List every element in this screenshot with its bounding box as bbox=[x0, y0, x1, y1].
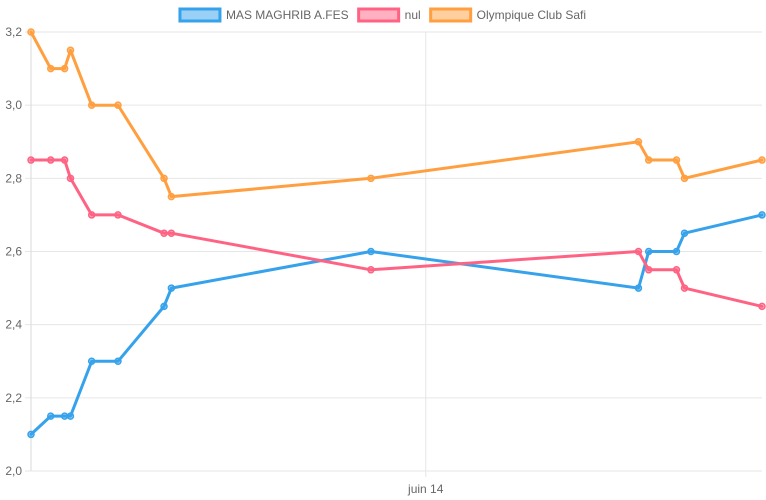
series-1-point[interactable] bbox=[672, 247, 681, 256]
series-3-point[interactable] bbox=[160, 174, 168, 183]
y-tick-label: 2,4 bbox=[5, 318, 22, 332]
legend-swatch[interactable] bbox=[357, 7, 401, 23]
series-2-point[interactable] bbox=[758, 302, 766, 311]
series-1-point[interactable] bbox=[160, 302, 168, 311]
series-3-point[interactable] bbox=[680, 174, 689, 183]
series-3-line bbox=[29, 30, 764, 199]
y-tick-label: 2,2 bbox=[5, 391, 22, 405]
series-1-point[interactable] bbox=[114, 357, 122, 365]
series-1-point[interactable] bbox=[758, 211, 766, 219]
series-2-point[interactable] bbox=[680, 284, 689, 292]
series-3-point[interactable] bbox=[60, 64, 69, 73]
series-1-point[interactable] bbox=[27, 430, 35, 439]
series-3-point[interactable] bbox=[27, 28, 35, 36]
y-tick-label: 2,6 bbox=[5, 245, 22, 259]
series-2-point[interactable] bbox=[160, 229, 168, 237]
series-2-point[interactable] bbox=[46, 156, 55, 164]
series-1-point[interactable] bbox=[46, 412, 55, 420]
series-1-point[interactable] bbox=[634, 284, 643, 292]
series-3-point[interactable] bbox=[644, 156, 653, 164]
series-3-point[interactable] bbox=[114, 101, 122, 109]
series-1-point[interactable] bbox=[680, 229, 689, 237]
y-tick-label: 2,0 bbox=[5, 464, 22, 478]
y-tick-label: 3,2 bbox=[5, 25, 22, 39]
series-2-point[interactable] bbox=[60, 156, 69, 164]
series-1-point[interactable] bbox=[167, 284, 176, 292]
series-1-point[interactable] bbox=[367, 247, 375, 256]
legend-swatch[interactable] bbox=[429, 7, 473, 23]
series-2-point[interactable] bbox=[66, 174, 75, 183]
series-3-point[interactable] bbox=[634, 138, 643, 146]
series-3-point[interactable] bbox=[167, 192, 176, 201]
legend-label[interactable]: Olympique Club Safi bbox=[477, 8, 586, 22]
series-2-point[interactable] bbox=[87, 211, 96, 219]
legend-label[interactable]: MAS MAGHRIB A.FES bbox=[226, 8, 349, 22]
series-3-point[interactable] bbox=[87, 101, 96, 109]
series-2-point[interactable] bbox=[114, 211, 122, 219]
series-3-point[interactable] bbox=[46, 64, 55, 73]
series-1-point[interactable] bbox=[644, 247, 653, 256]
series-1-point[interactable] bbox=[87, 357, 96, 365]
series-2-point[interactable] bbox=[367, 266, 375, 274]
legend-label[interactable]: nul bbox=[405, 8, 421, 22]
series-2-point[interactable] bbox=[634, 247, 643, 256]
series-2-point[interactable] bbox=[27, 156, 35, 164]
series-3-point[interactable] bbox=[672, 156, 681, 164]
series-2-point[interactable] bbox=[644, 266, 653, 274]
legend-swatch[interactable] bbox=[178, 7, 222, 23]
series-2-line bbox=[29, 158, 764, 308]
series-3-point[interactable] bbox=[367, 174, 375, 183]
series-3-point[interactable] bbox=[758, 156, 766, 164]
series-2-point[interactable] bbox=[167, 229, 176, 237]
series-2-point[interactable] bbox=[672, 266, 681, 274]
y-tick-label: 3,0 bbox=[5, 98, 22, 112]
series-1-point[interactable] bbox=[66, 412, 75, 420]
x-tick-label: juin 14 bbox=[407, 482, 444, 496]
y-tick-label: 2,8 bbox=[5, 171, 22, 185]
series-3-point[interactable] bbox=[66, 46, 75, 55]
